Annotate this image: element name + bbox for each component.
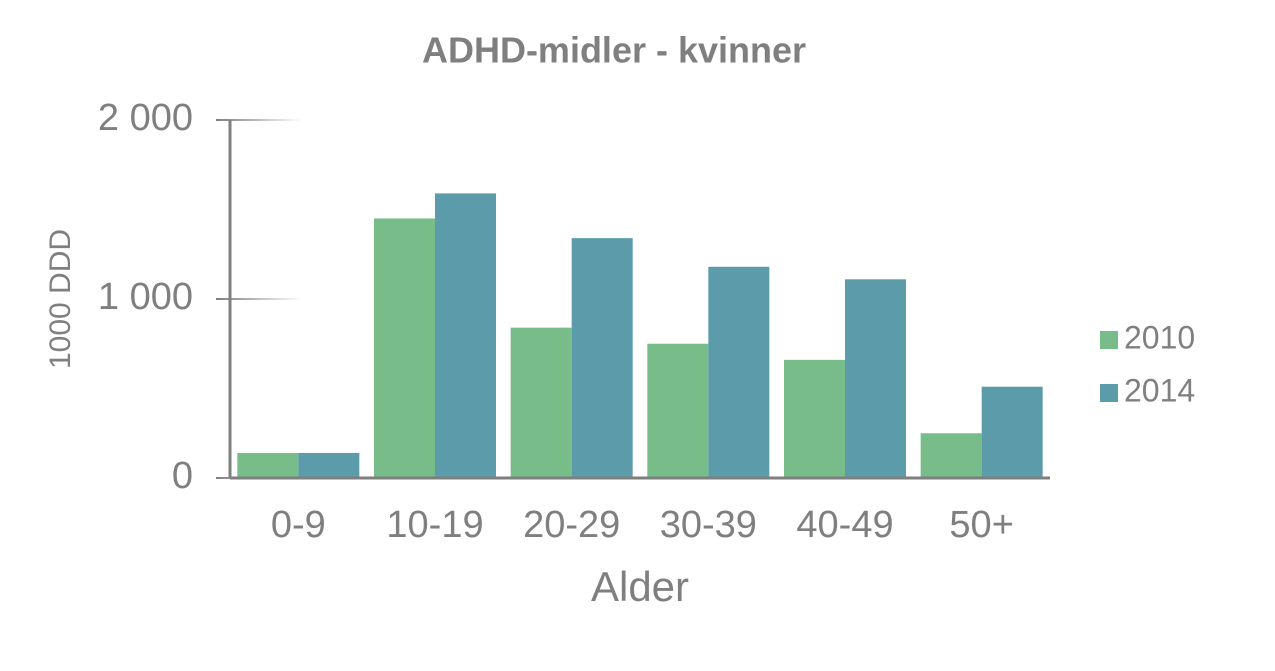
y-tick-label: 2 000	[98, 97, 193, 139]
x-tick-label: 10-19	[386, 504, 483, 546]
x-axis-label: Alder	[591, 563, 689, 610]
x-tick-label: 0-9	[271, 504, 326, 546]
bar	[708, 266, 770, 478]
legend-swatch	[1100, 384, 1118, 402]
bar	[647, 343, 709, 478]
y-tick-label: 0	[172, 455, 193, 497]
bar	[845, 279, 906, 478]
x-tick-label: 40-49	[796, 504, 893, 546]
bar	[920, 433, 982, 478]
legend-label: 2010	[1124, 319, 1195, 355]
bar	[435, 193, 496, 478]
bar	[981, 386, 1043, 478]
x-tick-label: 30-39	[660, 504, 757, 546]
bar	[510, 327, 572, 478]
y-tick-mark	[216, 119, 302, 121]
bar	[784, 359, 845, 478]
x-tick-label: 20-29	[523, 504, 620, 546]
legend-label: 2014	[1124, 372, 1195, 408]
bar	[237, 452, 299, 478]
legend-swatch	[1100, 331, 1118, 349]
y-tick-mark	[216, 298, 302, 300]
bar	[374, 218, 435, 478]
bar	[298, 452, 360, 478]
y-axis-label: 1000 DDD	[44, 229, 77, 369]
chart-title: ADHD-midler - kvinner	[422, 30, 806, 71]
x-tick-label: 50+	[949, 504, 1013, 546]
bar	[571, 238, 633, 478]
y-tick-label: 1 000	[98, 276, 193, 318]
